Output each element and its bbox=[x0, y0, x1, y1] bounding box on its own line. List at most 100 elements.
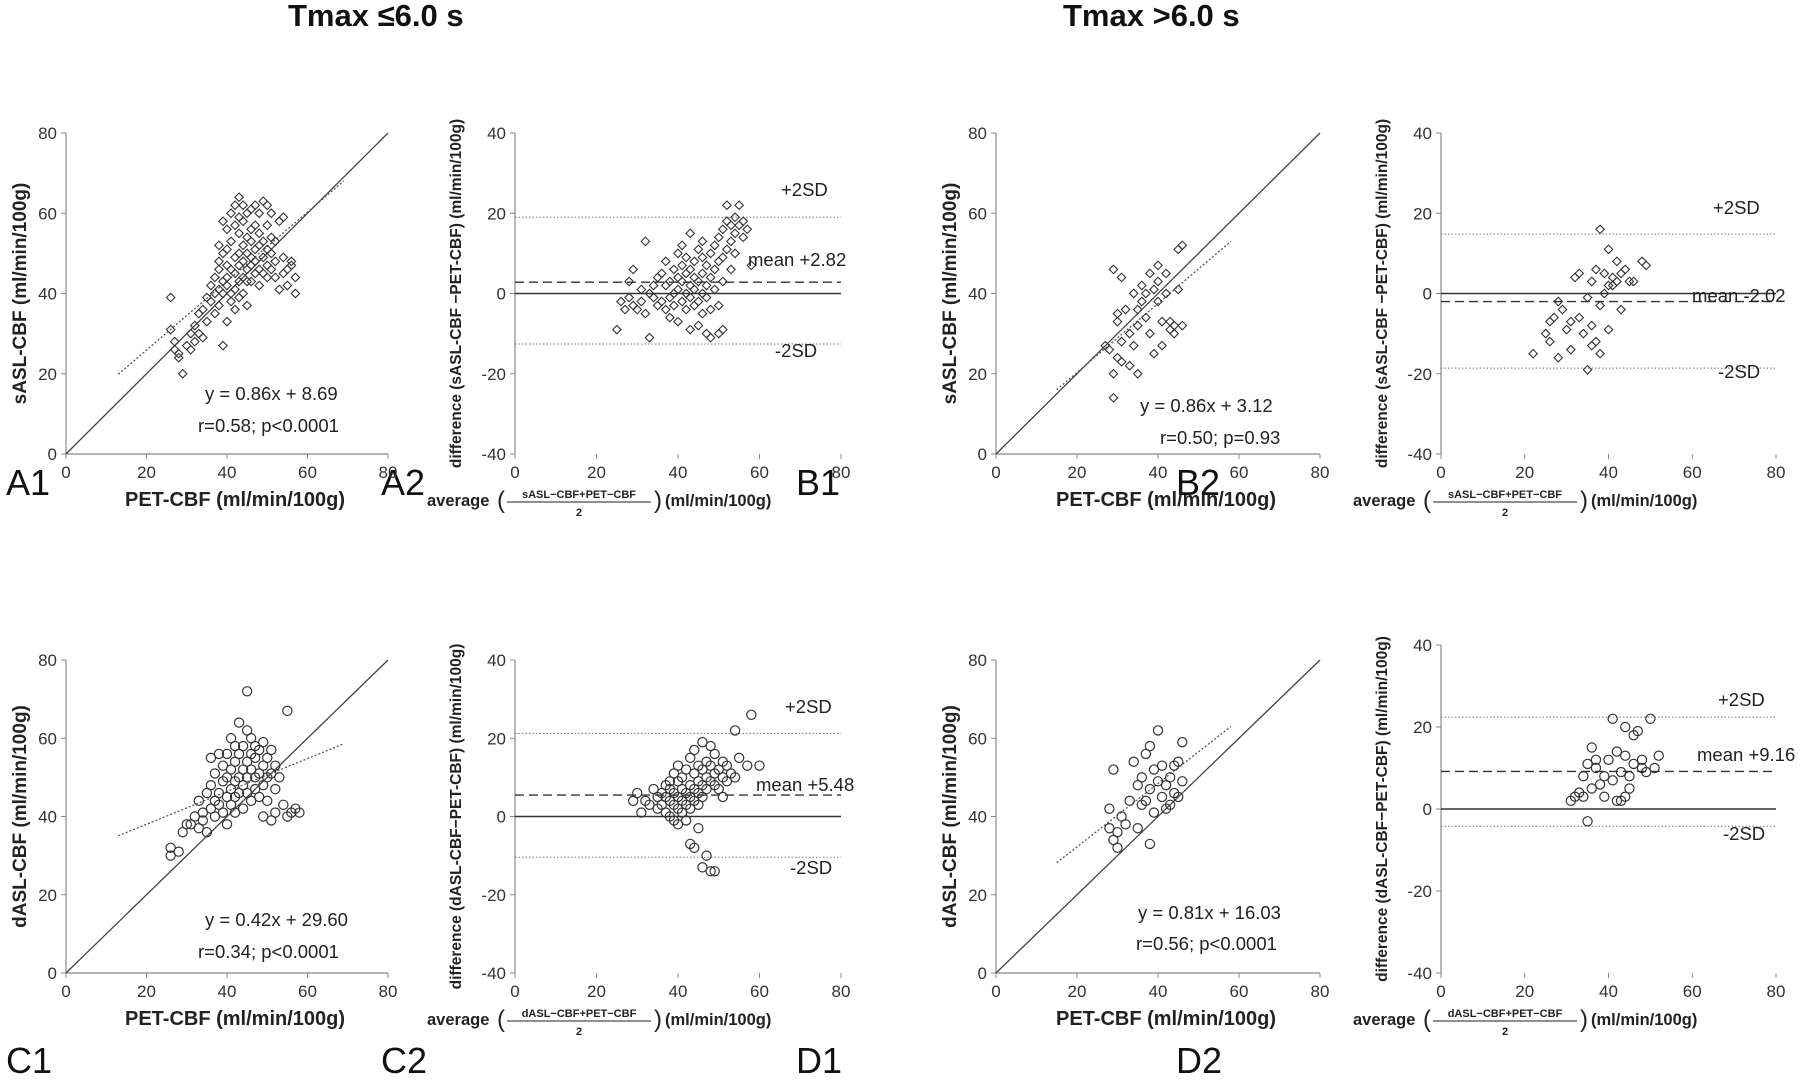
annotation: +2SD bbox=[785, 696, 832, 717]
annotation: -2SD bbox=[1723, 823, 1765, 844]
x-tick-label: 60 bbox=[1683, 982, 1702, 1001]
annotation: -2SD bbox=[775, 340, 817, 361]
data-point bbox=[250, 268, 261, 279]
y-tick-label: 80 bbox=[968, 124, 987, 143]
data-point bbox=[644, 799, 655, 810]
data-point bbox=[1599, 791, 1610, 802]
data-point bbox=[1594, 779, 1606, 790]
y-axis-label: difference (dASL-CBF−PET-CBF) (ml/min/10… bbox=[448, 644, 465, 990]
data-point bbox=[1156, 760, 1168, 771]
data-point bbox=[1603, 280, 1614, 291]
data-point bbox=[1112, 826, 1123, 838]
y-tick-label: 40 bbox=[1413, 124, 1432, 143]
annotation: r=0.58; p<0.0001 bbox=[198, 415, 339, 436]
x-axis-label: PET-CBF (ml/min/100g) bbox=[1056, 489, 1276, 511]
y-tick-label: -40 bbox=[1407, 964, 1432, 983]
data-point bbox=[237, 740, 249, 752]
data-point bbox=[697, 268, 708, 279]
y-tick-label: 0 bbox=[978, 445, 987, 464]
data-point bbox=[693, 320, 704, 331]
data-point bbox=[238, 256, 249, 267]
data-point bbox=[1132, 368, 1143, 379]
x-tick-label: 80 bbox=[832, 463, 851, 482]
data-point bbox=[648, 292, 659, 303]
data-point bbox=[1649, 762, 1660, 774]
data-point bbox=[1565, 316, 1576, 327]
x-axis-label-numerator: sASL−CBF+PET−CBF bbox=[522, 489, 636, 501]
data-point bbox=[636, 807, 647, 818]
data-point bbox=[1157, 340, 1168, 351]
data-point bbox=[1165, 316, 1176, 327]
data-point bbox=[246, 224, 257, 235]
data-point bbox=[1161, 268, 1172, 279]
data-point bbox=[1153, 276, 1163, 287]
x-axis-label-paren: ) bbox=[1580, 1006, 1588, 1033]
data-point bbox=[677, 260, 688, 271]
identity-line bbox=[995, 659, 1321, 974]
data-point bbox=[270, 760, 281, 771]
chart-b2: 0 20 40 60 80 -40 -20 0 20 40 +2SD mean -2.02 -2SD di… bbox=[1353, 119, 1786, 519]
y-tick-label: -40 bbox=[1407, 445, 1432, 464]
data-point bbox=[1136, 296, 1147, 307]
data-point bbox=[717, 276, 728, 287]
data-point bbox=[226, 208, 237, 219]
data-point bbox=[258, 252, 269, 263]
y-tick-label: 40 bbox=[487, 124, 506, 143]
data-point bbox=[632, 304, 643, 315]
x-axis-label-prefix: average bbox=[427, 1011, 489, 1029]
data-point bbox=[254, 280, 265, 291]
data-point bbox=[245, 795, 257, 807]
panel-label-c1: C1 bbox=[6, 1040, 53, 1081]
data-point bbox=[197, 332, 208, 343]
annotation: +2SD bbox=[781, 179, 828, 200]
data-point bbox=[278, 268, 289, 279]
data-point bbox=[181, 340, 192, 351]
data-point bbox=[229, 807, 241, 818]
data-point bbox=[1590, 264, 1601, 275]
data-point bbox=[234, 212, 245, 223]
x-axis-label-paren: ( bbox=[1423, 487, 1431, 514]
x-tick-label: 20 bbox=[137, 463, 156, 482]
data-point bbox=[656, 268, 667, 279]
data-point bbox=[725, 236, 736, 247]
x-axis-label-paren: ) bbox=[654, 487, 662, 514]
data-point bbox=[628, 300, 639, 311]
data-point bbox=[672, 819, 684, 830]
x-axis-label-paren: ) bbox=[654, 1006, 662, 1033]
data-point bbox=[197, 815, 209, 826]
data-point bbox=[742, 224, 753, 235]
x-axis-label-numerator: dASL−CBF+PET−CBF bbox=[522, 1008, 637, 1020]
x-tick-label: 40 bbox=[1599, 463, 1618, 482]
data-point bbox=[644, 332, 655, 343]
x-tick-label: 80 bbox=[379, 463, 398, 482]
data-point bbox=[725, 264, 736, 275]
data-point bbox=[1148, 348, 1159, 359]
annotation: mean -2.02 bbox=[1692, 285, 1786, 306]
data-point bbox=[734, 200, 745, 211]
data-point bbox=[1153, 296, 1163, 307]
data-point bbox=[189, 811, 200, 822]
data-point bbox=[1108, 764, 1119, 775]
data-point bbox=[1636, 754, 1648, 766]
chart-c1: 0 20 40 60 80 0 20 40 60 80 y = 0.42x + 29.60 r=0.3… bbox=[10, 651, 397, 1030]
data-point bbox=[730, 248, 741, 259]
data-point bbox=[1611, 276, 1622, 287]
data-point bbox=[213, 787, 225, 799]
chart-c2: 0 20 40 60 80 -40 -20 0 20 40 +2SD mean +5.48 -2SD di… bbox=[427, 644, 854, 1038]
data-point bbox=[1586, 340, 1597, 351]
y-tick-label: 20 bbox=[487, 204, 506, 223]
data-point bbox=[746, 709, 757, 720]
data-point bbox=[701, 328, 712, 339]
data-point bbox=[226, 296, 237, 307]
data-point bbox=[213, 256, 224, 267]
data-point bbox=[636, 296, 647, 307]
data-point bbox=[242, 232, 253, 243]
data-point bbox=[1108, 392, 1119, 403]
x-tick-label: 0 bbox=[991, 463, 1000, 482]
data-point bbox=[693, 276, 704, 287]
data-point bbox=[673, 272, 683, 283]
data-point bbox=[746, 260, 757, 271]
data-point bbox=[697, 862, 708, 873]
data-point bbox=[1148, 807, 1160, 818]
data-point bbox=[221, 819, 233, 830]
